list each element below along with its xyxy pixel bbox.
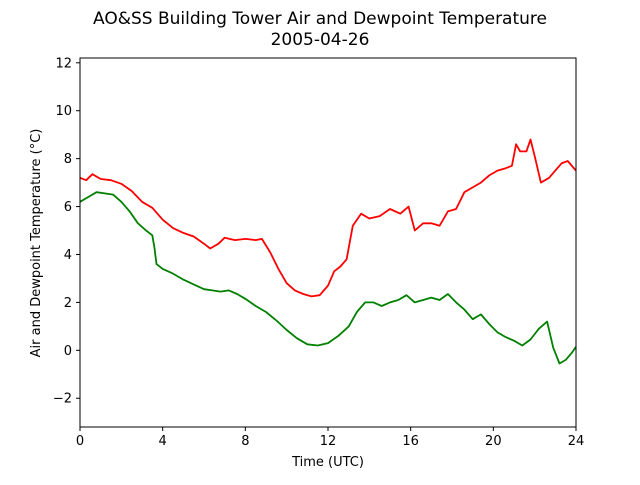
chart-subtitle: 2005-04-26 (271, 30, 370, 50)
series-line-0 (79, 138, 577, 298)
x-tick-label: 20 (485, 434, 502, 449)
y-tick-label: −2 (53, 392, 72, 407)
x-tick-label: 16 (402, 434, 419, 449)
x-axis-label: Time (UTC) (291, 455, 364, 470)
y-tick-label: 4 (64, 248, 72, 263)
chart-title: AO&SS Building Tower Air and Dewpoint Te… (93, 9, 547, 29)
y-axis-label: Air and Dewpoint Temperature (°C) (29, 129, 44, 358)
y-tick-label: 8 (64, 152, 72, 167)
series-layer (79, 138, 577, 365)
y-tick-label: 10 (55, 104, 72, 119)
x-tick-label: 8 (241, 434, 249, 449)
series-line-1 (79, 191, 577, 365)
x-tick-label: 24 (568, 434, 585, 449)
y-tick-label: 2 (64, 296, 72, 311)
x-tick-label: 0 (76, 434, 84, 449)
y-tick-label: 12 (55, 56, 72, 71)
x-tick-label: 12 (320, 434, 337, 449)
y-tick-label: 0 (64, 344, 72, 359)
x-tick-label: 4 (159, 434, 167, 449)
y-tick-label: 6 (64, 200, 72, 215)
